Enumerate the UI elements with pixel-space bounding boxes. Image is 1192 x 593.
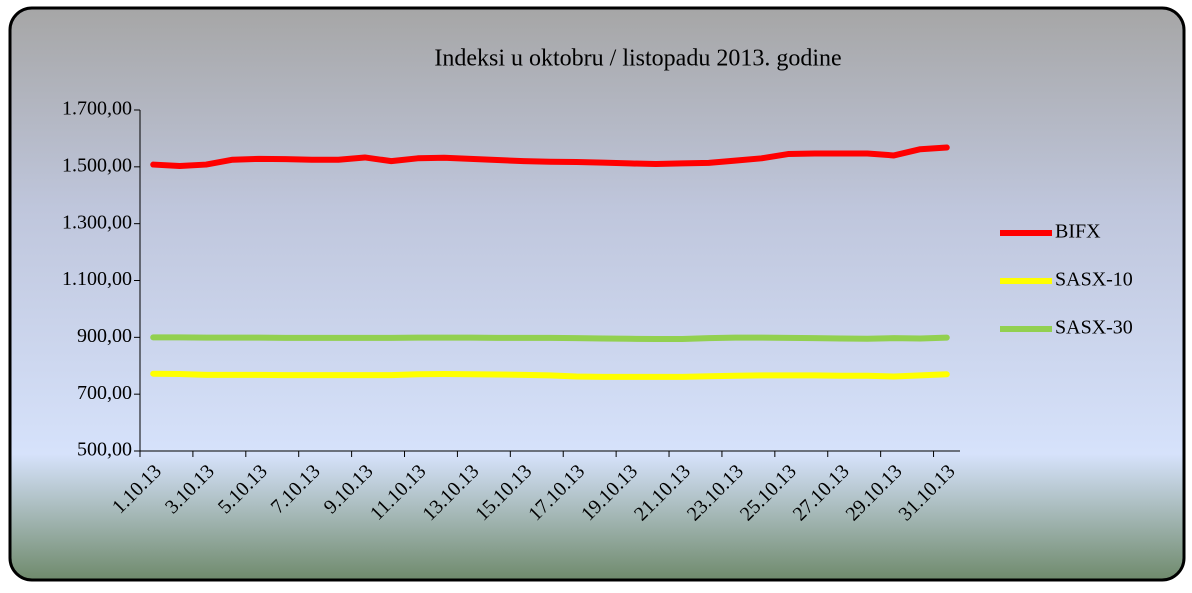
chart-title: Indeksi u oktobru / listopadu 2013. godi… (434, 46, 841, 72)
y-tick-label: 1.100,00 (62, 268, 132, 290)
legend-label: SASX-10 (1055, 269, 1133, 291)
series-line (150, 334, 950, 343)
legend-label: BIFX (1055, 221, 1101, 243)
y-tick-label: 900,00 (77, 325, 132, 347)
y-tick-label: 1.700,00 (62, 98, 132, 120)
chart-frame (8, 6, 1186, 582)
legend-label: SASX-30 (1055, 317, 1133, 339)
y-tick-label: 700,00 (77, 382, 132, 404)
series-line (150, 144, 950, 169)
series-line (150, 370, 950, 380)
y-tick-label: 1.300,00 (62, 211, 132, 233)
y-tick-label: 500,00 (77, 439, 132, 461)
y-tick-label: 1.500,00 (62, 154, 132, 176)
